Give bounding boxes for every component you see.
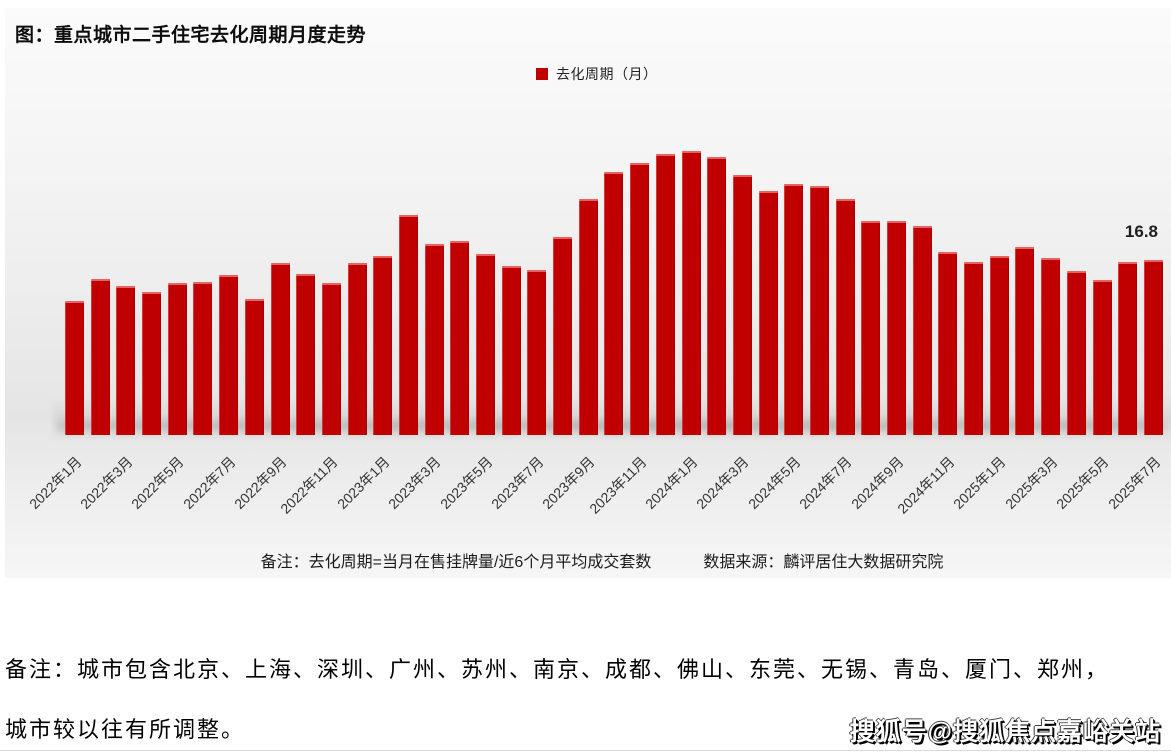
bar-2024年7月	[835, 198, 855, 435]
bar-2024年4月	[758, 190, 778, 435]
chart-title: 图：重点城市二手住宅去化周期月度走势	[15, 25, 367, 46]
bar-2022年8月	[244, 298, 264, 435]
bar-2024年5月	[784, 184, 804, 435]
bar-2023年2月	[398, 214, 418, 435]
last-value-label: 16.8	[1124, 222, 1158, 241]
bar-2023年9月	[578, 198, 598, 435]
bar-2022年9月	[270, 263, 290, 435]
bar-2022年4月	[142, 291, 162, 435]
bar-2024年1月	[681, 151, 701, 435]
legend: 去化周期（月）	[536, 64, 658, 84]
bar-2025年4月	[1066, 270, 1086, 435]
bar-2022年5月	[167, 283, 187, 435]
bar-2023年3月	[424, 243, 444, 435]
legend-label: 去化周期（月）	[556, 66, 658, 82]
bar-2022年2月	[90, 279, 110, 435]
bar-2024年12月	[964, 262, 984, 435]
plot-area: 16.8 2022年1月 2022年3月 2022年5月 2022年7月 2022年9月…	[26, 120, 1171, 517]
bar-2022年7月	[219, 274, 239, 435]
bottom-divider	[0, 750, 1171, 751]
footnote-definition: 备注：去化周期=当月在售挂牌量/近6个月平均成交套数	[260, 554, 652, 571]
bar-2022年6月	[193, 282, 213, 435]
bar-2023年7月	[527, 269, 547, 435]
note-line-1: 备注：城市包含北京、上海、深圳、广州、苏州、南京、成都、佛山、东莞、无锡、青岛、…	[5, 657, 1110, 682]
bar-2025年5月	[1092, 280, 1112, 435]
bar-2024年3月	[732, 175, 752, 435]
x-axis-labels: 2022年1月 2022年3月 2022年5月 2022年7月 2022年9月 2022年…	[26, 435, 1164, 535]
bar-2022年12月	[347, 263, 367, 435]
note-line-2: 城市较以往有所调整。	[5, 717, 246, 742]
bar-2024年9月	[887, 220, 906, 435]
chart-footnote: 备注：去化周期=当月在售挂牌量/近6个月平均成交套数 数据来源：麟评居住大数据研…	[19, 548, 1171, 572]
footnote-source: 数据来源：麟评居住大数据研究院	[703, 554, 944, 571]
bar-2025年3月	[1041, 258, 1061, 435]
bar-2023年6月	[501, 265, 521, 435]
watermark: 搜狐号@搜狐焦点嘉峪关站	[849, 718, 1161, 746]
bar-2022年11月	[321, 283, 341, 435]
chart-panel: 图：重点城市二手住宅去化周期月度走势 去化周期（月） 16.8 2022年1月 2…	[5, 8, 1171, 578]
bar-2023年4月	[450, 240, 470, 435]
bar-2024年2月	[707, 157, 727, 435]
bar-2022年3月	[116, 286, 136, 435]
bar-2025年1月	[989, 256, 1009, 435]
bar-2025年7月	[1143, 260, 1163, 435]
bar-2023年10月	[604, 171, 624, 435]
bar-2023年5月	[476, 254, 495, 435]
bar-2023年8月	[553, 237, 573, 435]
bar-2024年6月	[809, 186, 829, 435]
bar-2022年10月	[296, 273, 316, 435]
bar-series	[65, 120, 1163, 435]
bar-2023年11月	[630, 162, 650, 435]
bar-2022年1月	[65, 300, 84, 435]
legend-swatch-icon	[536, 68, 548, 80]
bar-2025年6月	[1118, 262, 1138, 435]
bar-2025年2月	[1015, 246, 1035, 435]
bar-2024年10月	[912, 226, 932, 435]
bar-2024年8月	[861, 220, 881, 435]
bar-2023年1月	[373, 256, 393, 435]
bar-2024年11月	[938, 252, 958, 435]
bar-2023年12月	[655, 154, 675, 435]
